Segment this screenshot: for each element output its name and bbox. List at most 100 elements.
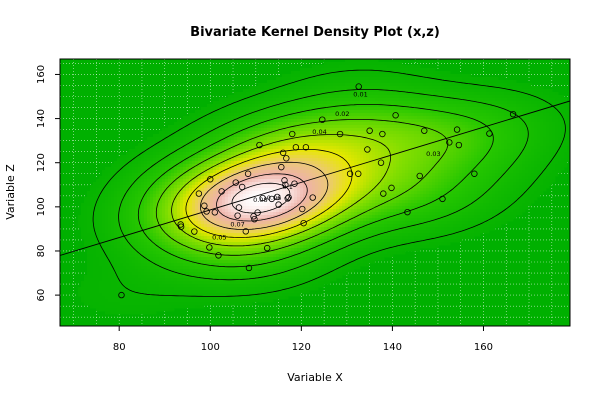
density-cell [513,176,516,179]
density-cell [303,173,306,176]
density-cell [192,128,195,131]
density-cell [549,143,552,146]
density-cell [390,62,393,65]
density-cell [492,77,495,80]
density-cell [561,152,564,155]
density-cell [561,125,564,128]
density-cell [243,143,246,146]
density-cell [501,110,504,113]
density-cell [495,113,498,116]
density-cell [207,125,210,128]
density-cell [381,95,384,98]
density-cell [282,89,285,92]
density-cell [318,164,321,167]
density-cell [432,137,435,140]
density-cell [495,116,498,119]
density-cell [330,146,333,149]
density-cell [324,155,327,158]
density-cell [219,134,222,137]
density-cell [375,137,378,140]
density-cell [456,167,459,170]
density-cell [219,128,222,131]
density-cell [534,161,537,164]
density-cell [438,167,441,170]
density-cell [459,101,462,104]
density-cell [513,119,516,122]
density-cell [327,89,330,92]
density-cell [177,155,180,158]
density-cell [474,134,477,137]
density-cell [465,137,468,140]
density-cell [192,161,195,164]
density-cell [333,62,336,65]
density-cell [528,119,531,122]
density-cell [402,137,405,140]
density-cell [246,146,249,149]
density-cell [174,128,177,131]
density-cell [564,152,567,155]
density-cell [504,101,507,104]
density-cell [378,110,381,113]
density-cell [492,137,495,140]
density-cell [261,167,264,170]
density-cell [183,179,186,182]
density-cell [201,176,204,179]
density-cell [297,101,300,104]
density-cell [546,179,549,182]
density-cell [279,98,282,101]
density-cell [288,104,291,107]
density-cell [183,128,186,131]
density-cell [327,68,330,71]
density-cell [504,143,507,146]
density-cell [354,74,357,77]
density-cell [531,116,534,119]
density-cell [234,122,237,125]
density-cell [213,131,216,134]
density-cell [345,128,348,131]
density-cell [327,167,330,170]
density-cell [522,131,525,134]
density-cell [294,71,297,74]
density-cell [552,149,555,152]
density-cell [267,155,270,158]
density-cell [321,110,324,113]
density-cell [345,74,348,77]
density-cell [486,179,489,182]
density-cell [378,77,381,80]
density-cell [324,110,327,113]
density-cell [351,59,354,62]
density-cell [384,152,387,155]
density-cell [501,122,504,125]
density-cell [387,107,390,110]
density-cell [300,104,303,107]
density-cell [291,77,294,80]
density-cell [165,167,168,170]
density-cell [345,137,348,140]
density-cell [222,131,225,134]
density-cell [222,164,225,167]
density-cell [483,86,486,89]
density-cell [183,122,186,125]
density-cell [414,155,417,158]
density-cell [108,173,111,176]
density-cell [543,128,546,131]
density-cell [264,95,267,98]
density-cell [165,149,168,152]
density-cell [126,155,129,158]
density-cell [528,104,531,107]
density-cell [252,128,255,131]
density-cell [240,167,243,170]
density-cell [216,131,219,134]
density-cell [372,80,375,83]
density-cell [507,125,510,128]
density-cell [309,116,312,119]
density-cell [123,170,126,173]
density-cell [387,140,390,143]
density-cell [453,107,456,110]
density-cell [348,155,351,158]
density-cell [318,137,321,140]
density-cell [195,182,198,185]
density-cell [504,116,507,119]
density-cell [342,101,345,104]
density-cell [411,131,414,134]
